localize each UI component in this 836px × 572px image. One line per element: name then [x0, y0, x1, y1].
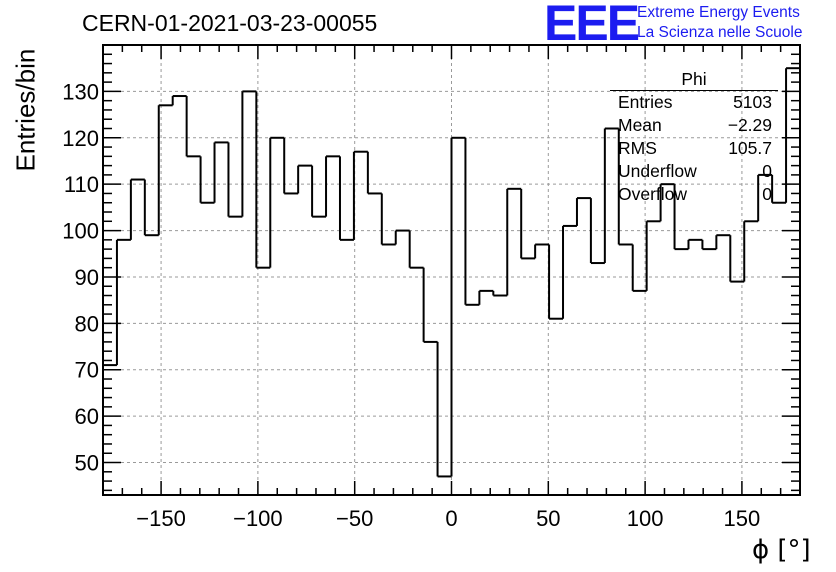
y-tick-label: 110	[64, 172, 99, 197]
stats-value: 5103	[733, 92, 772, 112]
y-tick-label: 80	[75, 311, 99, 336]
y-tick-label: 130	[62, 79, 99, 104]
stats-value: −2.29	[727, 115, 772, 135]
y-tick-label: 120	[62, 126, 99, 151]
stats-box: Phi Entries 5103 Mean −2.29 RMS 105.7 Un…	[610, 68, 778, 206]
y-tick-label: 60	[75, 404, 99, 429]
logo-line-2: La Scienza nelle Scuole	[637, 24, 803, 41]
x-axis-label: ϕ [°]	[752, 535, 811, 565]
stats-label: RMS	[618, 138, 657, 158]
eee-logo: EEE	[544, 0, 640, 51]
x-tick-label: 0	[445, 506, 457, 531]
y-axis-label: Entries/bin	[10, 48, 41, 172]
y-axis: 50 60 70 80 90 100 110 120 130	[62, 44, 800, 492]
y-tick-label: 50	[75, 451, 99, 476]
stats-value: 105.7	[728, 138, 772, 158]
stats-row-entries: Entries 5103	[610, 91, 778, 114]
stats-label: Overflow	[618, 184, 688, 204]
x-axis: −150 −100 −50 0 50 100 150	[102, 45, 801, 531]
logo-line-1: Extreme Energy Events	[637, 4, 800, 21]
stats-title: Phi	[610, 68, 778, 91]
stats-row-overflow: Overflow 0	[610, 183, 778, 206]
x-tick-label: 50	[536, 506, 560, 531]
stats-label: Entries	[618, 92, 673, 112]
x-tick-label: −50	[336, 506, 373, 531]
chart-title: CERN-01-2021-03-23-00055	[82, 10, 378, 36]
stats-label: Mean	[618, 115, 662, 135]
y-tick-label: 90	[75, 265, 99, 290]
stats-label: Underflow	[618, 161, 697, 181]
stats-row-underflow: Underflow 0	[610, 160, 778, 183]
stats-row-rms: RMS 105.7	[610, 137, 778, 160]
x-tick-label: −150	[136, 506, 186, 531]
stats-value: 0	[762, 184, 772, 204]
stats-value: 0	[762, 161, 772, 181]
y-tick-label: 70	[75, 358, 99, 383]
y-tick-label: 100	[62, 219, 99, 244]
x-tick-label: 150	[724, 506, 761, 531]
x-tick-label: −100	[233, 506, 283, 531]
x-tick-label: 100	[627, 506, 664, 531]
stats-row-mean: Mean −2.29	[610, 114, 778, 137]
